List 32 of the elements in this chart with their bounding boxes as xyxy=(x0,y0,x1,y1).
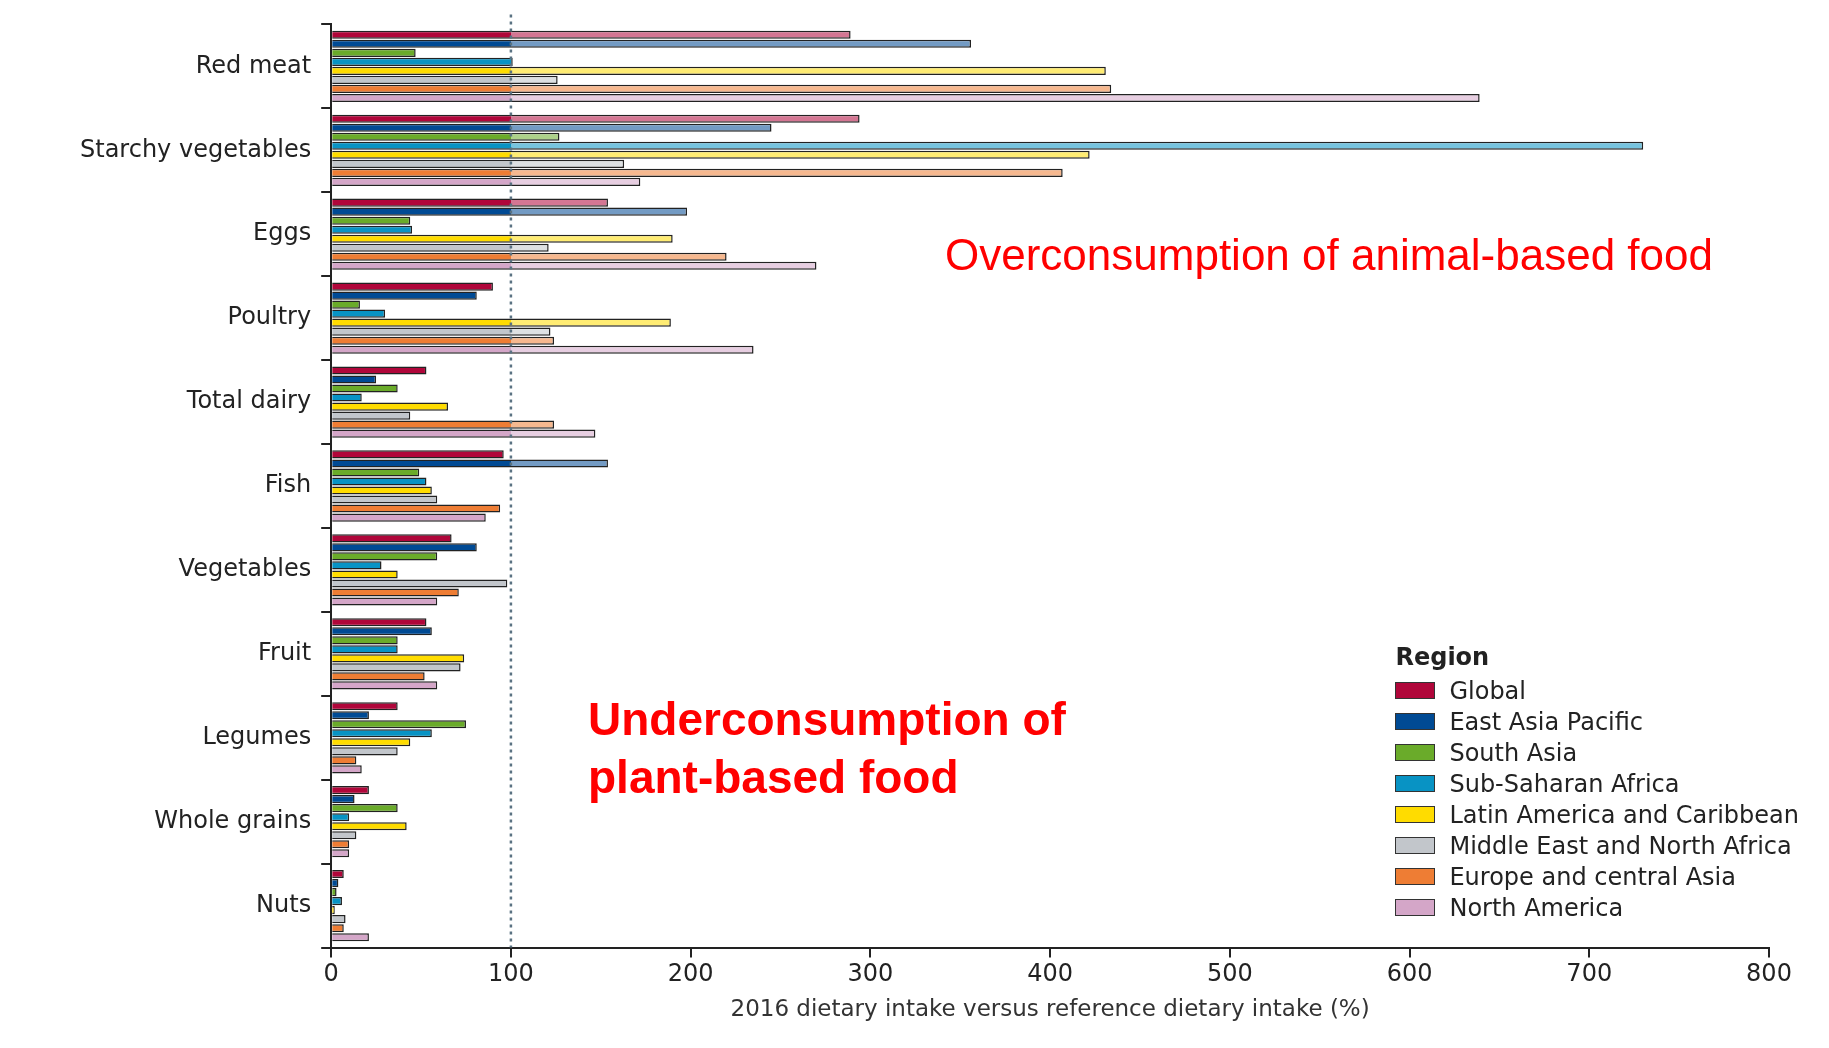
legend-label: Europe and central Asia xyxy=(1449,862,1736,891)
x-tick-label: 400 xyxy=(1027,959,1073,988)
legend-label: Sub-Saharan Africa xyxy=(1449,769,1680,798)
x-tick-label: 0 xyxy=(323,959,339,988)
x-tick-label: 300 xyxy=(847,959,894,988)
annotation: Overconsumption of animal-based food xyxy=(945,230,1713,280)
y-tick-label: Eggs xyxy=(253,218,312,247)
y-tick-label: Red meat xyxy=(195,50,312,79)
y-tick-label: Whole grains xyxy=(154,805,312,834)
legend-title: Region xyxy=(1395,643,1491,671)
x-tick-label: 600 xyxy=(1386,959,1433,988)
annotation: Underconsumption of plant-based food xyxy=(588,692,1067,805)
legend-label: East Asia Pacific xyxy=(1449,707,1644,736)
legend-label: North America xyxy=(1449,893,1624,922)
x-tick-label: 800 xyxy=(1746,959,1792,988)
x-tick-label: 100 xyxy=(488,959,534,988)
y-tick-label: Fish xyxy=(264,470,312,499)
y-tick-label: Starchy vegetables xyxy=(80,134,312,163)
legend-label: South Asia xyxy=(1449,738,1578,767)
y-tick-label: Total dairy xyxy=(185,386,312,415)
x-tick-label: 700 xyxy=(1566,959,1613,988)
x-tick-label: 500 xyxy=(1206,959,1253,988)
y-tick-label: Nuts xyxy=(256,889,312,918)
y-tick-label: Legumes xyxy=(202,722,312,751)
y-tick-label: Vegetables xyxy=(178,554,312,583)
legend-label: Global xyxy=(1449,676,1526,705)
legend-label: Latin America and Caribbean xyxy=(1449,800,1799,829)
x-tick-label: 200 xyxy=(667,959,714,988)
x-axis-title: 2016 dietary intake versus reference dietary intake (%) xyxy=(730,995,1370,1022)
y-tick-label: Poultry xyxy=(227,302,312,331)
y-tick-label: Fruit xyxy=(257,638,312,667)
legend-label: Middle East and North Africa xyxy=(1449,831,1792,860)
